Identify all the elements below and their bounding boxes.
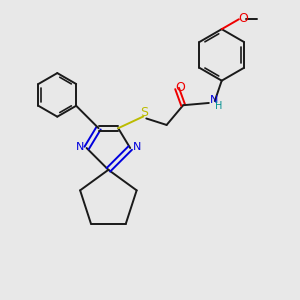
Text: O: O bbox=[175, 81, 185, 94]
Text: N: N bbox=[76, 142, 84, 152]
Text: O: O bbox=[238, 12, 248, 25]
Text: S: S bbox=[140, 106, 148, 119]
Text: N: N bbox=[133, 142, 141, 152]
Text: N: N bbox=[210, 95, 218, 105]
Text: H: H bbox=[215, 101, 222, 111]
